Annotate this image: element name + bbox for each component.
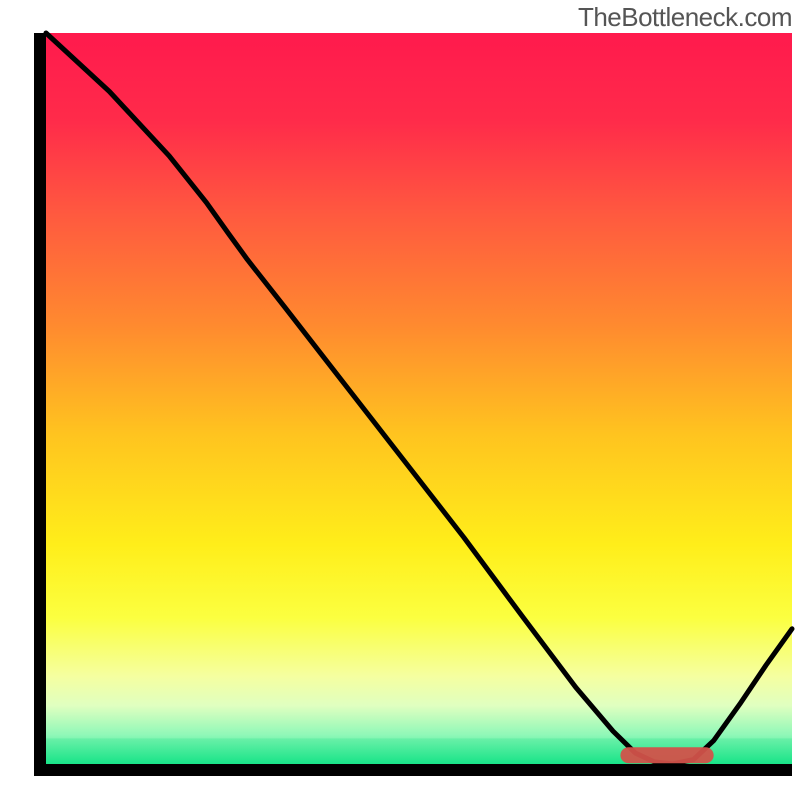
minimum-marker (620, 747, 713, 763)
x-axis (34, 764, 792, 776)
bottleneck-chart (0, 0, 800, 800)
y-axis (34, 33, 46, 776)
chart-frame: TheBottleneck.com (0, 0, 800, 800)
